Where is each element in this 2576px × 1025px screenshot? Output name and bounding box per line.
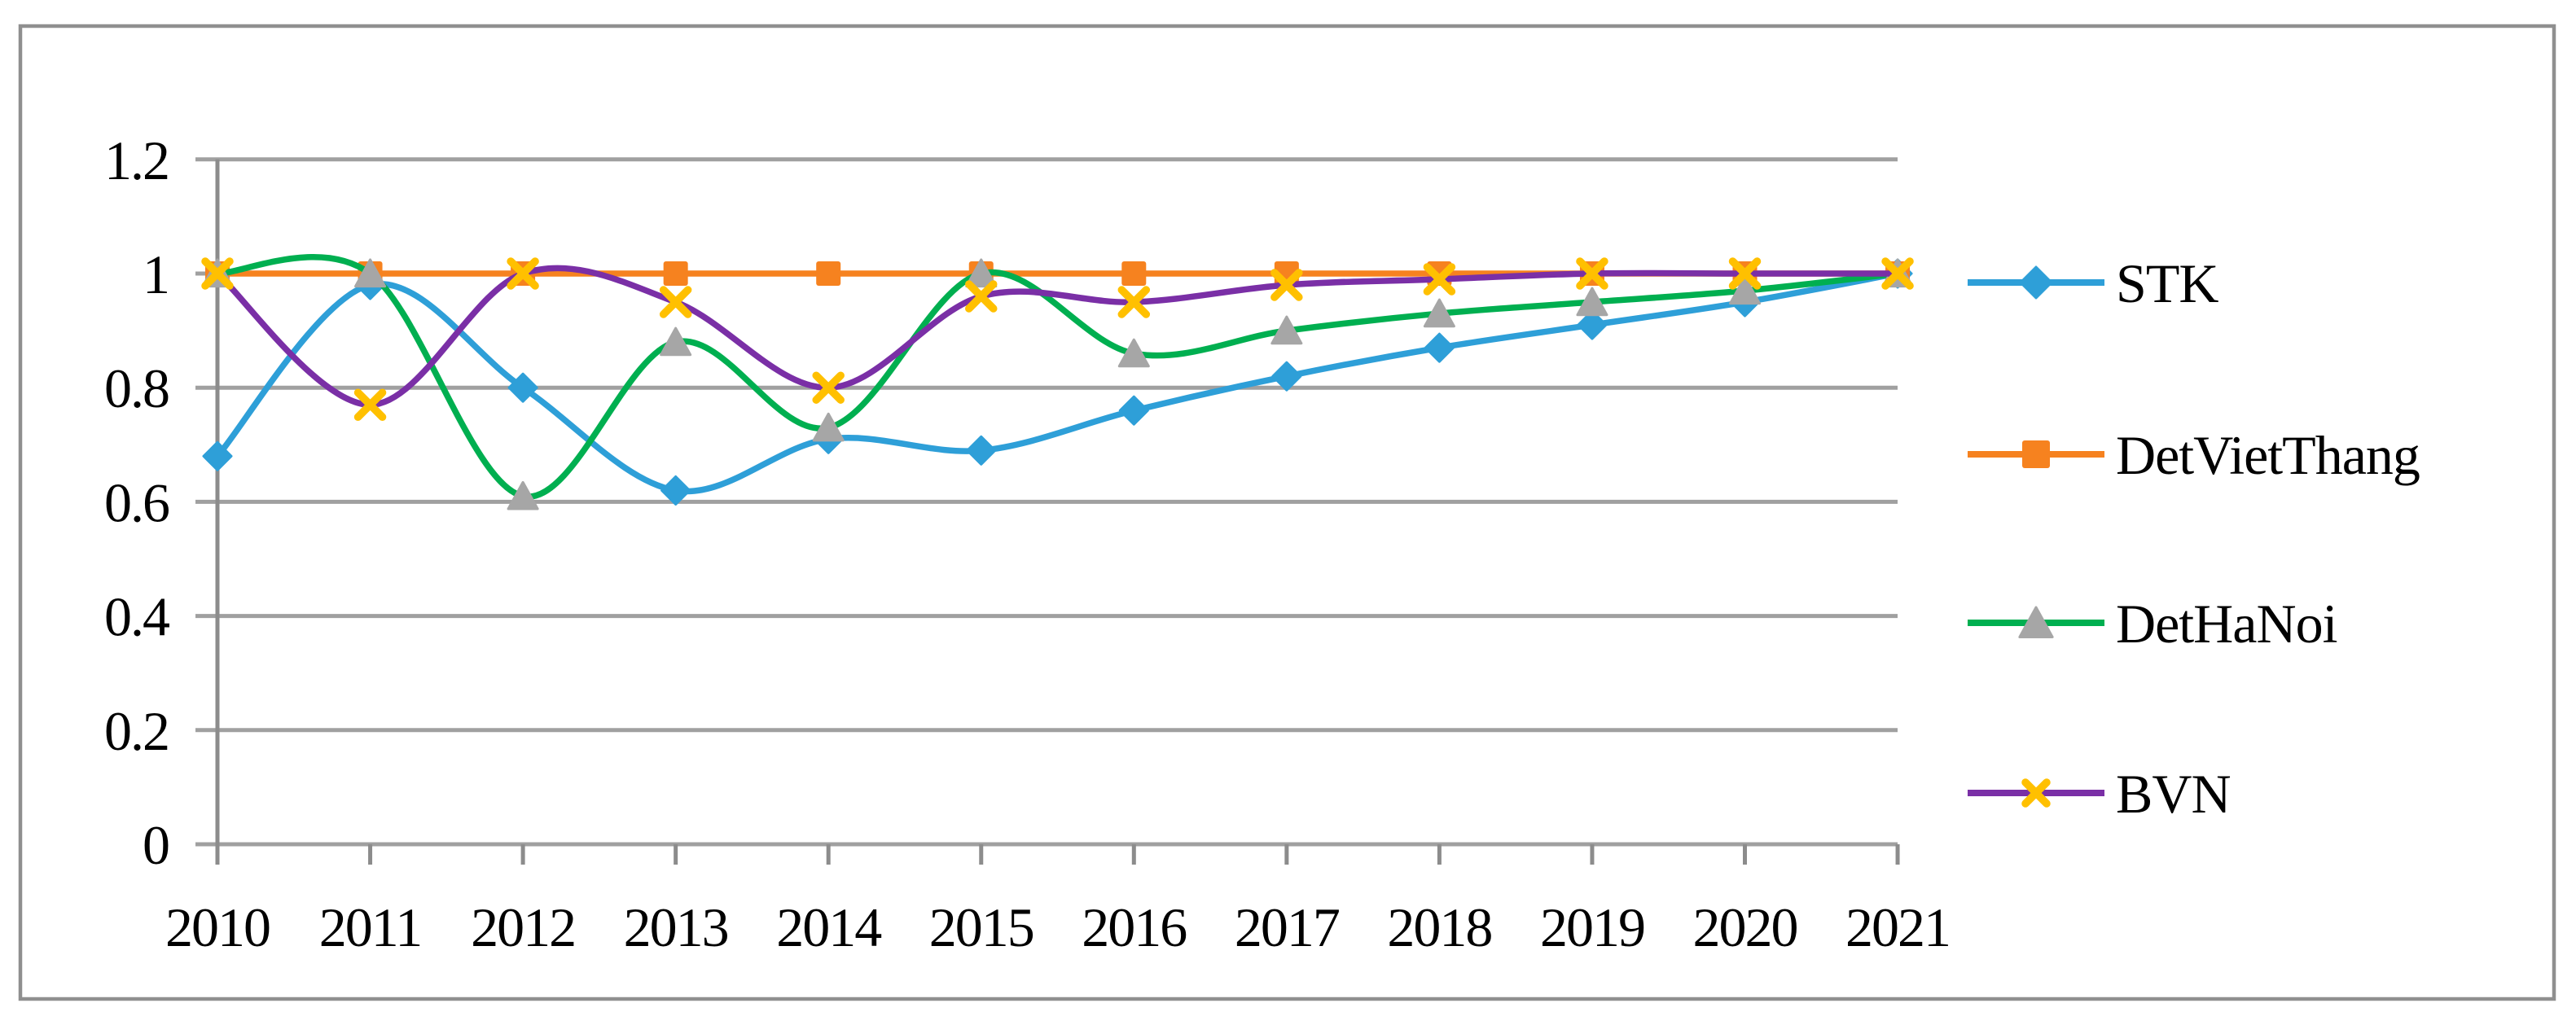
x-tick-label-2018: 2018 xyxy=(1387,896,1491,958)
x-tick-label-2010: 2010 xyxy=(165,896,270,958)
marker-DetHaNoi-2014 xyxy=(812,412,845,442)
marker-DetHaNoi-2019 xyxy=(1576,287,1608,317)
y-tick-label-0.6: 0.6 xyxy=(104,471,169,533)
marker-DetHaNoi-2018 xyxy=(1423,298,1455,328)
x-tick-label-2014: 2014 xyxy=(776,896,881,958)
marker-DetVietThang-2014 xyxy=(816,261,841,286)
marker-BVN-2017 xyxy=(1270,269,1303,301)
legend-marker-DetVietThang xyxy=(2022,440,2050,468)
y-tick-label-0: 0 xyxy=(143,814,169,876)
marker-BVN-2014 xyxy=(812,371,845,404)
marker-STK-2018 xyxy=(1424,332,1455,363)
marker-STK-2016 xyxy=(1118,395,1149,426)
marker-BVN-2020 xyxy=(1728,257,1762,290)
legend-marker-DetHaNoi xyxy=(2018,606,2054,638)
marker-DetHaNoi-2020 xyxy=(1728,275,1762,305)
x-tick-label-2021: 2021 xyxy=(1845,896,1950,958)
marker-STK-2015 xyxy=(966,435,997,466)
marker-BVN-2018 xyxy=(1423,263,1456,296)
marker-DetHaNoi-2013 xyxy=(660,326,692,357)
marker-DetHaNoi-2016 xyxy=(1117,338,1150,368)
marker-STK-2013 xyxy=(660,475,691,506)
y-tick-label-1.2: 1.2 xyxy=(104,129,169,191)
marker-BVN-2010 xyxy=(201,257,234,290)
marker-DetHaNoi-2017 xyxy=(1270,315,1303,345)
marker-STK-2017 xyxy=(1271,361,1302,392)
marker-BVN-2012 xyxy=(507,257,539,290)
marker-BVN-2013 xyxy=(659,286,692,318)
marker-BVN-2021 xyxy=(1881,257,1914,290)
marker-DetHaNoi-2015 xyxy=(965,258,998,288)
x-tick-label-2019: 2019 xyxy=(1540,896,1644,958)
x-tick-label-2013: 2013 xyxy=(624,896,728,958)
marker-BVN-2019 xyxy=(1576,257,1608,290)
marker-DetVietThang-2013 xyxy=(663,261,688,286)
x-tick-label-2011: 2011 xyxy=(319,896,421,958)
x-tick-label-2016: 2016 xyxy=(1082,896,1186,958)
marker-STK-2019 xyxy=(1577,309,1608,340)
legend-label-DetVietThang: DetVietThang xyxy=(2116,424,2420,486)
marker-BVN-2011 xyxy=(353,388,387,421)
x-tick-label-2020: 2020 xyxy=(1693,896,1797,958)
marker-DetVietThang-2016 xyxy=(1121,261,1147,286)
marker-STK-2010 xyxy=(202,440,233,471)
x-tick-label-2015: 2015 xyxy=(929,896,1033,958)
legend-marker-BVN xyxy=(2021,778,2051,808)
x-tick-label-2012: 2012 xyxy=(471,896,575,958)
y-tick-label-1: 1 xyxy=(143,243,169,305)
legend-marker-STK xyxy=(2019,265,2053,300)
legend-label-DetHaNoi: DetHaNoi xyxy=(2116,593,2337,655)
legend-label-BVN: BVN xyxy=(2116,763,2231,825)
marker-DetHaNoi-2011 xyxy=(354,258,387,288)
figure-border xyxy=(18,24,2556,1001)
y-tick-label-0.2: 0.2 xyxy=(104,700,169,762)
marker-BVN-2015 xyxy=(965,280,998,313)
marker-BVN-2016 xyxy=(1117,286,1151,318)
legend-label-STK: STK xyxy=(2116,252,2218,314)
marker-DetHaNoi-2012 xyxy=(507,480,539,510)
x-tick-label-2017: 2017 xyxy=(1235,896,1340,958)
marker-STK-2012 xyxy=(507,372,538,403)
y-tick-label-0.4: 0.4 xyxy=(104,586,169,648)
y-tick-label-0.8: 0.8 xyxy=(104,357,169,419)
